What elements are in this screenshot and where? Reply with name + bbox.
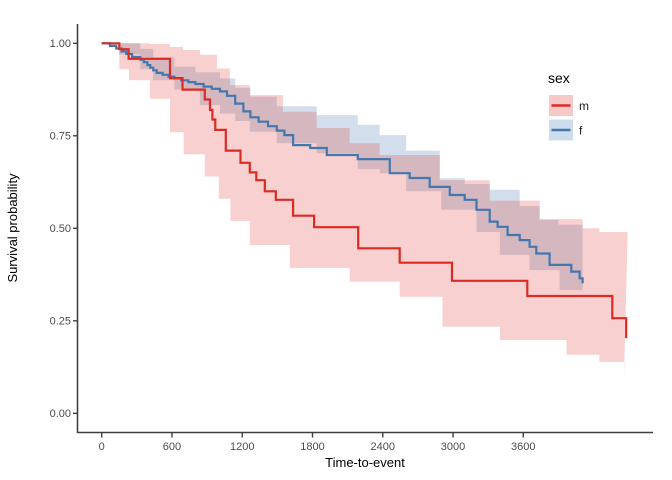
x-tick-label: 600 [163,441,181,453]
y-tick-label: 0.75 [50,131,71,143]
y-tick-label: 0.25 [50,316,71,328]
confidence-band-f [101,43,583,305]
y-tick-label: 1.00 [50,38,71,50]
legend-item-m: m [549,95,589,116]
legend: sex m f [548,70,589,141]
confidence-band-m [101,43,628,377]
x-tick-label: 3000 [441,441,465,453]
y-ticks: 1.00 0.75 0.50 0.25 0.00 [50,38,78,420]
x-tick-label: 1800 [300,441,324,453]
x-tick-label: 3600 [511,441,535,453]
y-axis-title: Survival probability [5,173,20,283]
x-tick-label: 2400 [371,441,395,453]
km-curve-f [101,42,584,284]
km-curves-layer [101,42,628,339]
x-axis-title: Time-to-event [325,455,405,470]
legend-title: sex [548,70,570,86]
confidence-bands-layer [101,43,628,377]
y-tick-label: 0.50 [50,223,71,235]
legend-label-f: f [579,124,583,138]
x-tick-label: 1200 [230,441,254,453]
x-ticks: 0 600 1200 1800 2400 3000 3600 [99,433,536,453]
y-tick-label: 0.00 [50,408,71,420]
km-curve-m [101,42,628,339]
legend-item-f: f [549,119,583,141]
legend-label-m: m [579,99,589,113]
x-tick-label: 0 [99,441,105,453]
